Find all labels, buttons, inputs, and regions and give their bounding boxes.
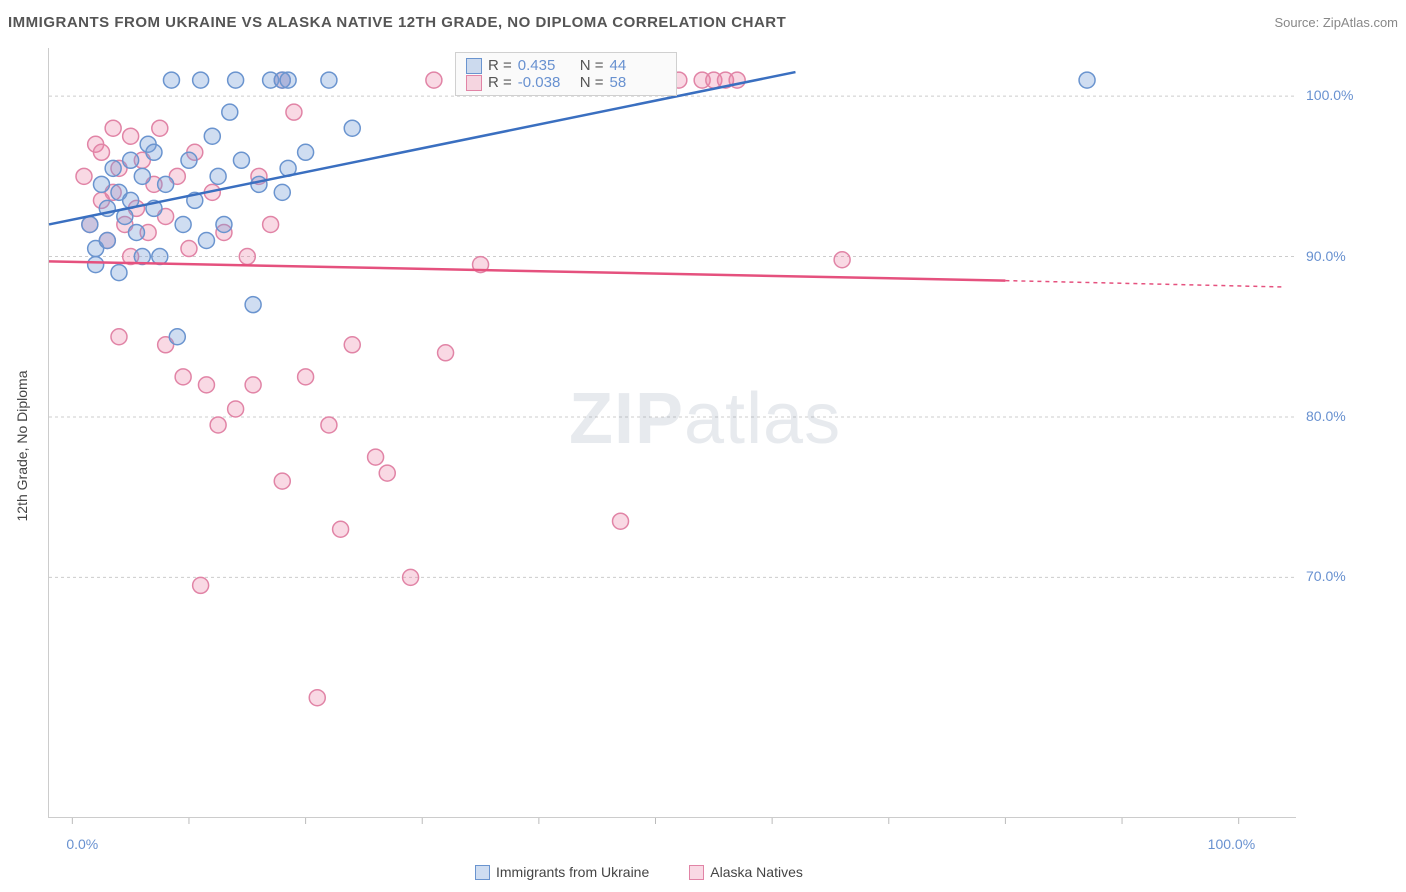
alaska-point xyxy=(105,120,121,136)
ukraine-point xyxy=(193,72,209,88)
ukraine-point xyxy=(146,144,162,160)
ukraine-point xyxy=(128,224,144,240)
legend-r-label: R = xyxy=(488,57,512,74)
series-legend-alaska: Alaska Natives xyxy=(689,864,803,880)
x-tick-label-max: 100.0% xyxy=(1208,836,1255,852)
series-legend-ukraine: Immigrants from Ukraine xyxy=(475,864,649,880)
alaska-point xyxy=(368,449,384,465)
legend-r-value: -0.038 xyxy=(518,74,574,91)
series-legend: Immigrants from Ukraine Alaska Natives xyxy=(475,864,803,880)
alaska-point xyxy=(426,72,442,88)
ukraine-point xyxy=(181,152,197,168)
alaska-regression-extension xyxy=(1005,281,1285,287)
ukraine-point xyxy=(99,233,115,249)
legend-n-value: 44 xyxy=(610,57,666,74)
alaska-point xyxy=(193,577,209,593)
ukraine-point xyxy=(163,72,179,88)
ukraine-point xyxy=(111,265,127,281)
source-label: Source: ZipAtlas.com xyxy=(1274,15,1398,30)
ukraine-point xyxy=(82,216,98,232)
ukraine-point xyxy=(1079,72,1095,88)
chart-svg xyxy=(49,48,1296,817)
title-bar: IMMIGRANTS FROM UKRAINE VS ALASKA NATIVE… xyxy=(8,8,1398,36)
alaska-point xyxy=(321,417,337,433)
alaska-point xyxy=(181,241,197,257)
chart-title: IMMIGRANTS FROM UKRAINE VS ALASKA NATIVE… xyxy=(8,14,786,31)
legend-swatch xyxy=(466,75,482,91)
alaska-point xyxy=(239,249,255,265)
legend-row-ukraine: R = 0.435 N = 44 xyxy=(466,57,666,74)
alaska-point xyxy=(274,473,290,489)
y-tick-label: 80.0% xyxy=(1306,408,1346,424)
ukraine-point xyxy=(222,104,238,120)
alaska-point xyxy=(123,128,139,144)
alaska-point xyxy=(333,521,349,537)
ukraine-point xyxy=(245,297,261,313)
alaska-point xyxy=(245,377,261,393)
ukraine-point xyxy=(233,152,249,168)
alaska-point xyxy=(403,569,419,585)
ukraine-point xyxy=(321,72,337,88)
ukraine-point xyxy=(216,216,232,232)
ukraine-point xyxy=(210,168,226,184)
y-tick-label: 70.0% xyxy=(1306,568,1346,584)
y-axis-label: 12th Grade, No Diploma xyxy=(14,371,30,522)
ukraine-point xyxy=(344,120,360,136)
ukraine-point xyxy=(175,216,191,232)
x-tick-label-min: 0.0% xyxy=(66,836,98,852)
alaska-point xyxy=(298,369,314,385)
legend-r-label: R = xyxy=(488,74,512,91)
y-tick-label: 100.0% xyxy=(1306,87,1353,103)
ukraine-point xyxy=(198,233,214,249)
alaska-point xyxy=(438,345,454,361)
ukraine-point xyxy=(204,128,220,144)
ukraine-point xyxy=(93,176,109,192)
alaska-point xyxy=(344,337,360,353)
y-tick-label: 90.0% xyxy=(1306,248,1346,264)
ukraine-point xyxy=(228,72,244,88)
ukraine-point xyxy=(169,329,185,345)
ukraine-point xyxy=(158,176,174,192)
legend-n-label: N = xyxy=(580,57,604,74)
legend-n-value: 58 xyxy=(610,74,666,91)
ukraine-point xyxy=(280,72,296,88)
correlation-legend: R = 0.435 N = 44 R = -0.038 N = 58 xyxy=(455,52,677,96)
ukraine-point xyxy=(251,176,267,192)
alaska-point xyxy=(834,252,850,268)
alaska-regression-line xyxy=(49,261,1005,280)
series-label: Alaska Natives xyxy=(710,864,803,880)
legend-swatch xyxy=(466,58,482,74)
ukraine-point xyxy=(134,168,150,184)
legend-n-label: N = xyxy=(580,74,604,91)
ukraine-point xyxy=(88,257,104,273)
legend-swatch xyxy=(689,865,704,880)
alaska-point xyxy=(198,377,214,393)
alaska-point xyxy=(93,144,109,160)
legend-row-alaska: R = -0.038 N = 58 xyxy=(466,74,666,91)
alaska-point xyxy=(76,168,92,184)
alaska-point xyxy=(228,401,244,417)
ukraine-point xyxy=(105,160,121,176)
alaska-point xyxy=(111,329,127,345)
ukraine-point xyxy=(152,249,168,265)
plot-area: ZIPatlas xyxy=(48,48,1296,818)
ukraine-point xyxy=(298,144,314,160)
alaska-point xyxy=(613,513,629,529)
alaska-point xyxy=(210,417,226,433)
ukraine-point xyxy=(123,152,139,168)
legend-r-value: 0.435 xyxy=(518,57,574,74)
alaska-point xyxy=(263,216,279,232)
alaska-point xyxy=(286,104,302,120)
legend-swatch xyxy=(475,865,490,880)
alaska-point xyxy=(309,690,325,706)
alaska-point xyxy=(152,120,168,136)
alaska-point xyxy=(175,369,191,385)
alaska-point xyxy=(379,465,395,481)
ukraine-point xyxy=(274,184,290,200)
series-label: Immigrants from Ukraine xyxy=(496,864,649,880)
